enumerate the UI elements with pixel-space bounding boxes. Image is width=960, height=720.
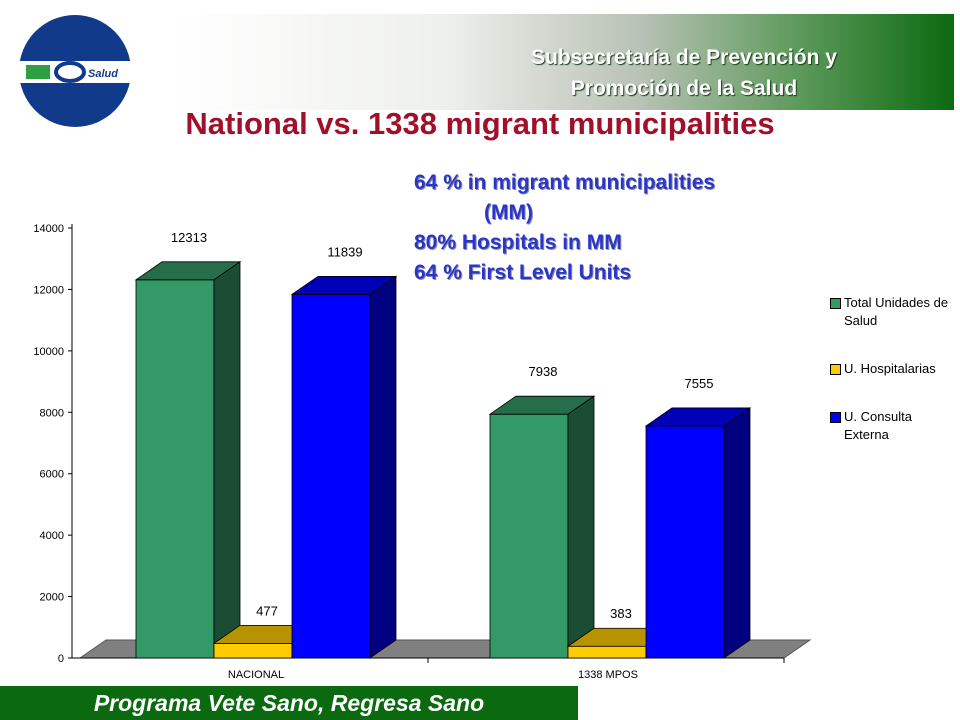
data-label: 477	[256, 603, 278, 618]
y-tick-label: 6000	[40, 469, 64, 481]
legend-label-hospitalarias: U. Hospitalarias	[844, 361, 936, 376]
x-category-label: NACIONAL	[228, 669, 284, 681]
notes-block: 64 % in migrant municipalities (MM) 80% …	[414, 168, 834, 288]
y-tick-label: 10000	[33, 346, 64, 358]
bar-front	[645, 425, 725, 659]
header-line2: Promoción de la Salud	[570, 77, 798, 100]
bar-front	[135, 279, 215, 659]
data-label: 12313	[171, 230, 207, 245]
chart-legend: Total Unidades de Salud U. Hospitalarias…	[830, 294, 960, 474]
y-tick-label: 0	[58, 653, 64, 665]
header-line1: Subsecretaría de Prevención y	[531, 46, 837, 69]
note-line-3: 80% Hospitals in MM	[414, 231, 622, 254]
note-line-4: 64 % First Level Units	[414, 261, 632, 284]
y-tick-label: 14000	[33, 223, 64, 235]
y-tick-label: 4000	[40, 530, 64, 542]
y-tick-label: 2000	[40, 592, 64, 604]
y-tick-label: 8000	[40, 407, 64, 419]
legend-item-hospitalarias: U. Hospitalarias	[830, 360, 960, 378]
legend-swatch-hospitalarias	[830, 364, 841, 375]
bar-side	[213, 261, 241, 659]
data-label: 383	[610, 606, 632, 621]
logo-text: Salud	[88, 68, 118, 80]
bar-front	[567, 645, 647, 659]
legend-label-total: Total Unidades de Salud	[844, 295, 949, 328]
bar-side	[723, 407, 751, 659]
salud-logo: Salud	[18, 15, 132, 127]
legend-label-consulta: U. Consulta Externa	[844, 409, 912, 442]
header-banner: Subsecretaría de Prevención y Promoción …	[170, 14, 954, 110]
note-line-1: 64 % in migrant municipalities	[414, 171, 716, 194]
bar-side	[567, 395, 595, 659]
bar-chart: 0 2000 4000 6000 8000 10000 12000 14000 12313 793…	[33, 223, 812, 681]
bar-front	[489, 413, 569, 659]
footer-banner: Programa Vete Sano, Regresa Sano	[0, 686, 578, 720]
data-label: 11839	[327, 244, 362, 259]
x-category-label: 1338 MPOS	[578, 669, 638, 681]
data-label: 7938	[529, 364, 558, 379]
slide-title: National vs. 1338 migrant municipalities	[185, 106, 775, 141]
legend-item-consulta: U. Consulta Externa	[830, 408, 960, 444]
legend-swatch-total	[830, 298, 841, 309]
data-label: 7555	[685, 376, 714, 391]
bar-front	[213, 642, 293, 659]
bar-front	[291, 293, 371, 659]
y-tick-label: 12000	[33, 284, 64, 296]
header-text: Subsecretaría de Prevención y Promoción …	[464, 42, 904, 104]
note-line-2: (MM)	[484, 201, 533, 224]
bar-side	[369, 275, 397, 659]
legend-swatch-consulta	[830, 412, 841, 423]
legend-item-total: Total Unidades de Salud	[830, 294, 960, 330]
